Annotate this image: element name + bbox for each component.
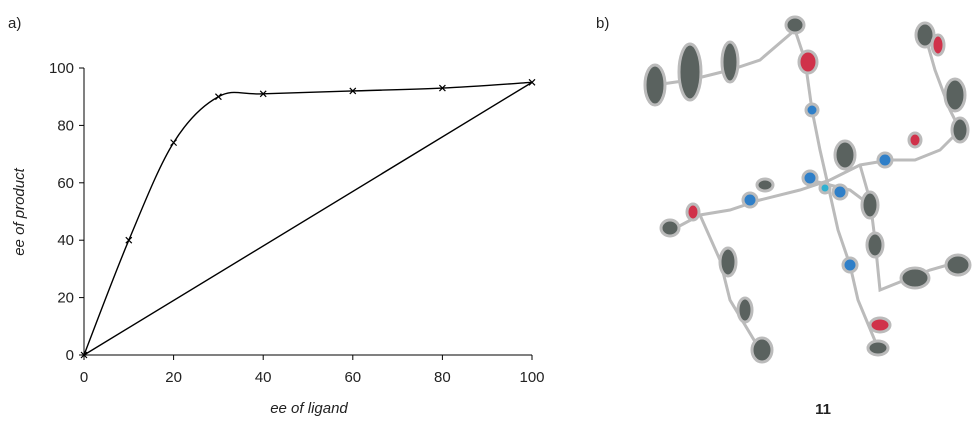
y-tick-label: 40 — [57, 232, 74, 249]
marker — [171, 140, 177, 146]
x-tick-label: 100 — [519, 369, 544, 386]
x-tick-label: 20 — [165, 369, 182, 386]
x-tick-label: 60 — [344, 369, 361, 386]
x-axis-label: ee of ligand — [270, 400, 348, 417]
y-tick-label: 20 — [57, 290, 74, 307]
x-tick-label: 40 — [255, 369, 272, 386]
figure: a) ee of ligand ee of product b) 11 0 20 4… — [0, 0, 973, 424]
crystal-structure — [645, 17, 970, 362]
panel-label: a) — [8, 15, 21, 32]
x-tick-label: 80 — [434, 369, 451, 386]
series-line — [84, 82, 532, 355]
marker — [126, 237, 132, 243]
marker — [215, 94, 221, 100]
y-axis-label: ee of product — [11, 167, 28, 255]
y-tick-label: 100 — [49, 60, 74, 77]
x-tick-label: 0 — [80, 369, 88, 386]
y-tick-label: 80 — [57, 117, 74, 134]
y-tick-label: 60 — [57, 175, 74, 192]
panel-label: b) — [596, 15, 609, 32]
compound-label: 11 — [815, 401, 831, 418]
y-tick-label: 0 — [66, 347, 74, 364]
